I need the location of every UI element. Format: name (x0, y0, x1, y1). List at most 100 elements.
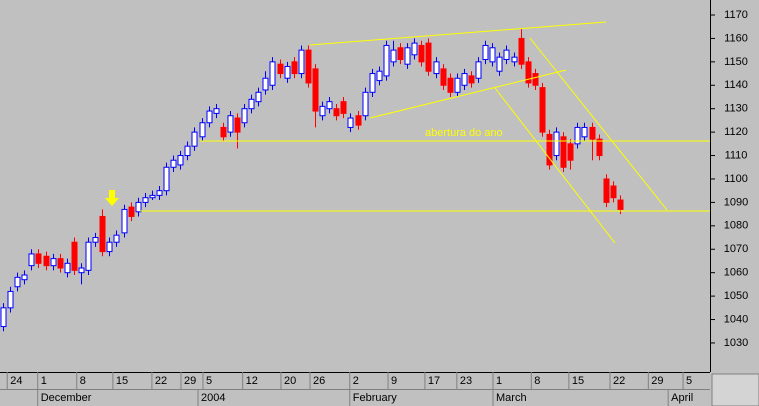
x-tick-label: 20 (284, 375, 296, 387)
candle-body (503, 49, 510, 61)
candle-body (50, 258, 57, 267)
corner-box (711, 373, 759, 406)
candle-body (121, 208, 128, 234)
candle-body (277, 63, 284, 75)
x-tick-label: 9 (391, 375, 397, 387)
month-label: February (353, 392, 398, 404)
x-tick-label: 29 (651, 375, 663, 387)
candle-body (241, 108, 248, 124)
candle-body (57, 258, 64, 269)
candle-body (433, 61, 440, 75)
y-tick-label: 1100 (724, 173, 748, 185)
y-tick-label: 1160 (724, 32, 748, 44)
trend-line (529, 37, 668, 211)
candle-body (269, 61, 276, 86)
candle-body (518, 37, 525, 65)
candle-body (574, 126, 581, 145)
candle-body (199, 122, 206, 138)
x-tick-label: 15 (116, 375, 128, 387)
y-tick-label: 1030 (724, 337, 748, 349)
candle-body (170, 159, 177, 168)
candle-body (532, 73, 539, 86)
y-tick-label: 1040 (724, 313, 748, 325)
candle-body (149, 194, 156, 199)
candle-body (326, 101, 333, 110)
x-tick-label: 22 (613, 375, 625, 387)
candle-body (7, 290, 14, 309)
month-label: March (496, 392, 527, 404)
x-tick-label: 5 (686, 375, 692, 387)
candle-body (482, 44, 489, 61)
month-label: April (671, 392, 693, 404)
candle-body (43, 255, 50, 267)
candle-body (305, 49, 312, 84)
candle-body (454, 77, 461, 93)
candle-body (525, 61, 532, 84)
candle-body (411, 42, 418, 56)
candle-body (262, 77, 269, 91)
candle-body (390, 49, 397, 63)
candle-body (581, 126, 588, 138)
candle-body (312, 68, 319, 112)
candle-body (128, 206, 135, 217)
y-tick-label: 1110 (725, 149, 748, 161)
candle-body (447, 77, 454, 93)
candle-body (376, 70, 383, 82)
candle-body (113, 234, 120, 243)
candle-body (546, 133, 553, 166)
y-tick-label: 1050 (724, 290, 748, 302)
candle-body (340, 101, 347, 114)
candle-body (255, 91, 262, 103)
candle-body (156, 190, 163, 196)
candle-body (64, 262, 71, 274)
candle-body (589, 126, 596, 140)
annotation: abertura do ano (425, 127, 503, 139)
x-tick-label: 12 (246, 375, 258, 387)
y-tick-label: 1170 (724, 9, 748, 21)
candle-body (362, 91, 369, 117)
y-tick-label: 1150 (724, 56, 748, 68)
arrow (105, 190, 119, 206)
candle-body (489, 47, 496, 63)
candle-body (333, 108, 340, 117)
candle-body (461, 73, 468, 86)
candle-body (234, 117, 241, 133)
x-tick-label: 22 (155, 375, 167, 387)
candle-body (383, 44, 390, 77)
candle-body (347, 117, 354, 128)
candle-body (468, 75, 475, 84)
candle-body (560, 136, 567, 168)
candle-body (21, 274, 28, 281)
x-tick-label: 24 (10, 375, 22, 387)
candle-body (206, 110, 213, 124)
candle-body (213, 108, 220, 114)
candle-body (291, 61, 298, 75)
x-tick-label: 8 (534, 375, 540, 387)
candle-body (397, 47, 404, 61)
x-tick-label: 26 (313, 375, 325, 387)
month-label: December (41, 392, 92, 404)
y-tick-label: 1140 (724, 79, 748, 91)
trend-lines (140, 21, 710, 244)
candle-body (418, 44, 425, 63)
trend-line (494, 87, 616, 244)
plot-area (0, 0, 710, 372)
candle-body (610, 185, 617, 199)
marks (0, 29, 624, 332)
candle-body (284, 66, 291, 79)
candle-body (35, 253, 42, 264)
x-tick-label: 15 (572, 375, 584, 387)
candle-body (28, 253, 35, 267)
candle-body (135, 201, 142, 213)
candle-body (220, 126, 227, 138)
x-tick-label: 1 (496, 375, 502, 387)
candle-body (248, 98, 255, 110)
candle-body (191, 131, 198, 147)
candle-body (567, 143, 574, 161)
candle-body (0, 307, 7, 328)
candle-body (475, 61, 482, 79)
candle-body (177, 155, 184, 166)
month-label: 2004 (201, 392, 225, 404)
